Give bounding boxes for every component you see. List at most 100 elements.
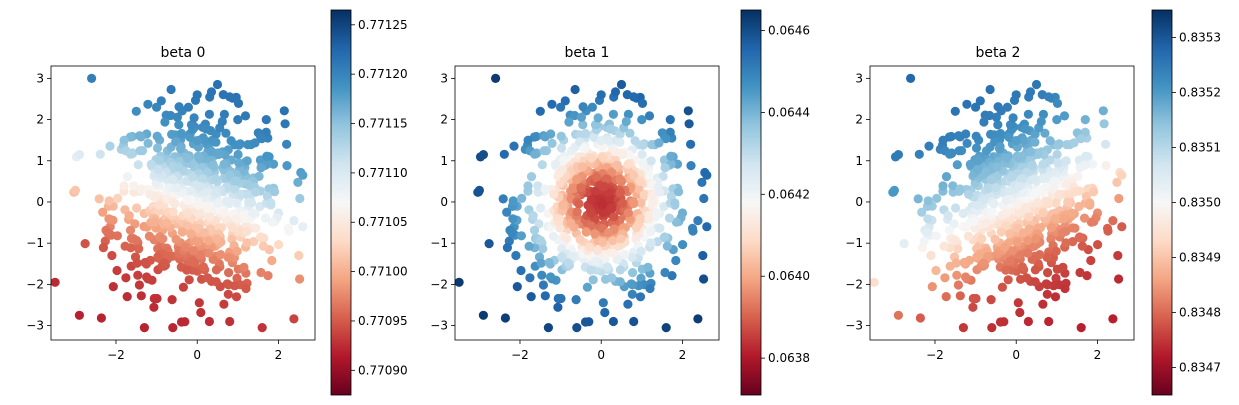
scatter-point bbox=[971, 293, 981, 304]
scatter-point bbox=[637, 149, 647, 160]
scatter-point bbox=[931, 231, 942, 241]
scatter-point bbox=[1059, 111, 1070, 121]
scatter-point bbox=[1033, 198, 1043, 208]
scatter-point bbox=[176, 317, 187, 327]
scatter-point bbox=[1013, 298, 1023, 308]
scatter-point bbox=[1114, 274, 1124, 284]
scatter-point bbox=[652, 208, 662, 218]
scatter-point bbox=[683, 106, 693, 116]
scatter-point bbox=[1052, 149, 1062, 160]
scatter-point bbox=[647, 140, 657, 150]
scatter-point bbox=[219, 299, 229, 309]
scatter-point bbox=[170, 199, 180, 209]
scatter-point bbox=[618, 198, 628, 208]
scatter-point bbox=[1043, 197, 1054, 207]
scatter-point bbox=[1007, 246, 1018, 256]
scatter-point bbox=[1069, 187, 1080, 197]
scatter-point bbox=[257, 323, 267, 333]
scatter-point bbox=[623, 109, 634, 119]
scatter-point bbox=[136, 184, 146, 194]
scatter-point bbox=[580, 317, 591, 327]
scatter-point bbox=[990, 234, 1000, 244]
scatter-point bbox=[608, 248, 618, 258]
scatter-point bbox=[987, 323, 997, 333]
scatter-point bbox=[580, 128, 591, 139]
scatter-point bbox=[188, 172, 198, 183]
scatter-point bbox=[282, 139, 292, 149]
scatter-point bbox=[149, 302, 159, 312]
x-tick-label: 2 bbox=[275, 348, 283, 362]
scatter-point bbox=[953, 244, 963, 254]
scatter-point bbox=[606, 202, 616, 213]
scatter-point bbox=[950, 106, 960, 116]
scatter-point bbox=[1024, 212, 1034, 222]
scatter-point bbox=[256, 232, 266, 242]
scatter-point bbox=[198, 262, 209, 272]
scatter-point bbox=[205, 212, 215, 222]
x-tick-label: 2 bbox=[1094, 348, 1102, 362]
scatter-point bbox=[153, 165, 163, 175]
scatter-point bbox=[623, 208, 634, 218]
scatter-point bbox=[549, 189, 559, 199]
scatter-point bbox=[528, 211, 538, 221]
scatter-point bbox=[1038, 299, 1048, 309]
scatter-point bbox=[635, 292, 646, 302]
scatter-point bbox=[654, 138, 664, 148]
scatter-point bbox=[211, 137, 221, 147]
scatter-point bbox=[1005, 256, 1016, 266]
scatter-point bbox=[491, 73, 501, 83]
scatter-point bbox=[643, 262, 653, 272]
scatter-point bbox=[258, 241, 268, 251]
scatter-point bbox=[1086, 255, 1096, 266]
scatter-point bbox=[558, 200, 568, 210]
scatter-point bbox=[195, 181, 205, 192]
scatter-point bbox=[608, 236, 618, 246]
scatter-point bbox=[214, 149, 224, 159]
scatter-point bbox=[240, 213, 250, 224]
scatter-point bbox=[1059, 213, 1069, 224]
scatter-point bbox=[158, 234, 168, 244]
scatter-point bbox=[983, 251, 993, 261]
scatter-point bbox=[644, 213, 654, 224]
scatter-point bbox=[173, 162, 184, 172]
scatter-point bbox=[1054, 190, 1064, 200]
scatter-point bbox=[1062, 140, 1072, 150]
scatter-point bbox=[638, 158, 648, 168]
scatter-point bbox=[636, 198, 646, 208]
colorbar-tick-label: 0.77125 bbox=[358, 18, 408, 32]
scatter-point bbox=[938, 135, 948, 145]
scatter-point bbox=[455, 277, 464, 287]
colorbar-tick-label: 0.8348 bbox=[1179, 306, 1221, 320]
scatter-point bbox=[1018, 228, 1028, 238]
scatter-point bbox=[951, 258, 961, 268]
scatter-point bbox=[225, 92, 235, 102]
scatter-point bbox=[971, 102, 981, 112]
scatter-point bbox=[1093, 240, 1103, 250]
y-tick-label: −3 bbox=[845, 319, 863, 333]
scatter-point bbox=[674, 187, 684, 197]
scatter-point bbox=[1058, 262, 1068, 272]
scatter-point bbox=[223, 289, 233, 299]
scatter-point bbox=[623, 159, 633, 169]
scatter-point bbox=[95, 149, 105, 159]
scatter-point bbox=[231, 176, 241, 186]
scatter-point bbox=[553, 217, 564, 227]
scatter-point bbox=[587, 153, 597, 163]
scatter-point bbox=[113, 193, 123, 203]
scatter-point bbox=[200, 135, 210, 146]
scatter-point bbox=[945, 149, 955, 159]
scatter-point bbox=[1075, 267, 1085, 278]
scatter-point bbox=[589, 132, 599, 142]
scatter-point bbox=[599, 207, 609, 217]
scatter-point bbox=[1001, 208, 1012, 218]
panel-beta-2: beta 2 −2 0 2 −3 −2 −1 0 1 2 3 0.8347 0.8348 0.8349… bbox=[845, 9, 1221, 396]
scatter-point bbox=[952, 160, 962, 170]
scatter-point bbox=[125, 225, 136, 235]
scatter-point bbox=[596, 90, 606, 100]
scatter-point bbox=[1000, 242, 1010, 252]
scatter-point bbox=[534, 219, 544, 229]
scatter-point bbox=[122, 292, 132, 302]
scatter-point bbox=[913, 194, 923, 204]
scatter-point bbox=[174, 102, 184, 112]
scatter-point bbox=[267, 255, 277, 266]
